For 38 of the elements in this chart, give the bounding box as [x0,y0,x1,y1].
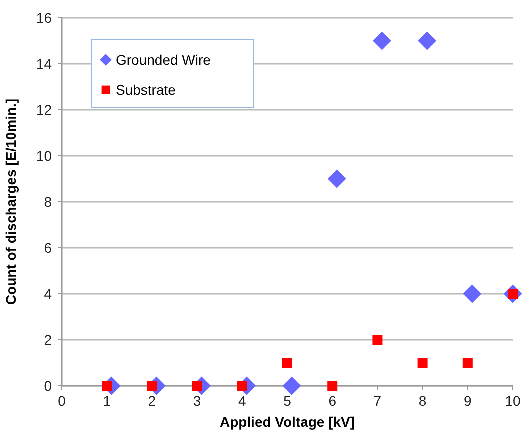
y-tick-label: 0 [44,378,52,394]
point [147,381,158,391]
point [102,381,112,391]
point [372,32,392,50]
y-tick-label: 6 [44,240,52,256]
x-tick-label: 9 [464,393,472,409]
point [328,170,346,188]
y-axis-title: Count of discharges [E/10min.] [3,98,19,306]
x-tick-label: 6 [328,393,337,409]
point [328,381,338,391]
point [282,358,292,368]
legend-label: Substrate [116,82,176,98]
x-tick-label: 0 [58,393,66,409]
y-tick-label: 12 [36,102,52,118]
point [462,358,473,368]
y-tick-label: 16 [36,10,52,26]
point [192,381,202,391]
point [372,335,383,345]
y-tick-label: 10 [36,148,52,164]
x-tick-label: 5 [284,393,292,409]
x-tick-label: 2 [148,393,156,409]
point [418,32,437,50]
y-tick-label: 2 [44,332,52,348]
x-tick-label: 7 [374,393,382,409]
x-tick-label: 1 [103,393,112,409]
point [463,284,482,304]
x-tick-label: 4 [238,393,246,409]
legend-label: Grounded Wire [116,52,212,68]
y-tick-label: 8 [44,194,52,210]
point [418,358,428,368]
x-tick-label: 10 [505,393,521,409]
x-tick-label: 3 [193,393,202,409]
point [282,376,302,396]
y-tick-label: 14 [36,56,52,72]
x-tick-label: 8 [418,393,427,409]
x-axis-title: Applied Voltage [kV] [220,414,356,430]
point [237,381,248,391]
y-tick-label: 4 [44,286,52,302]
